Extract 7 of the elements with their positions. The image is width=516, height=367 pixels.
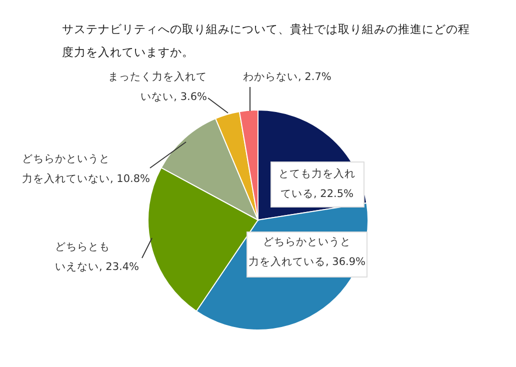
slice-label: どちらかというと力を入れている, 36.9% <box>248 236 366 268</box>
slice-label: まったく力を入れていない, 3.6% <box>108 70 208 103</box>
slice-label: とても力を入れている, 22.5% <box>278 167 356 200</box>
slice-label: わからない, 2.7% <box>243 71 332 83</box>
slice-label: どちらともいえない, 23.4% <box>55 241 140 273</box>
slice-label: どちらかというと力を入れていない, 10.8% <box>22 153 150 185</box>
chart-title: サステナビリティへの取り組みについて、貴社では取り組みの推進にどの程度力を入れていますか。 <box>62 22 470 59</box>
